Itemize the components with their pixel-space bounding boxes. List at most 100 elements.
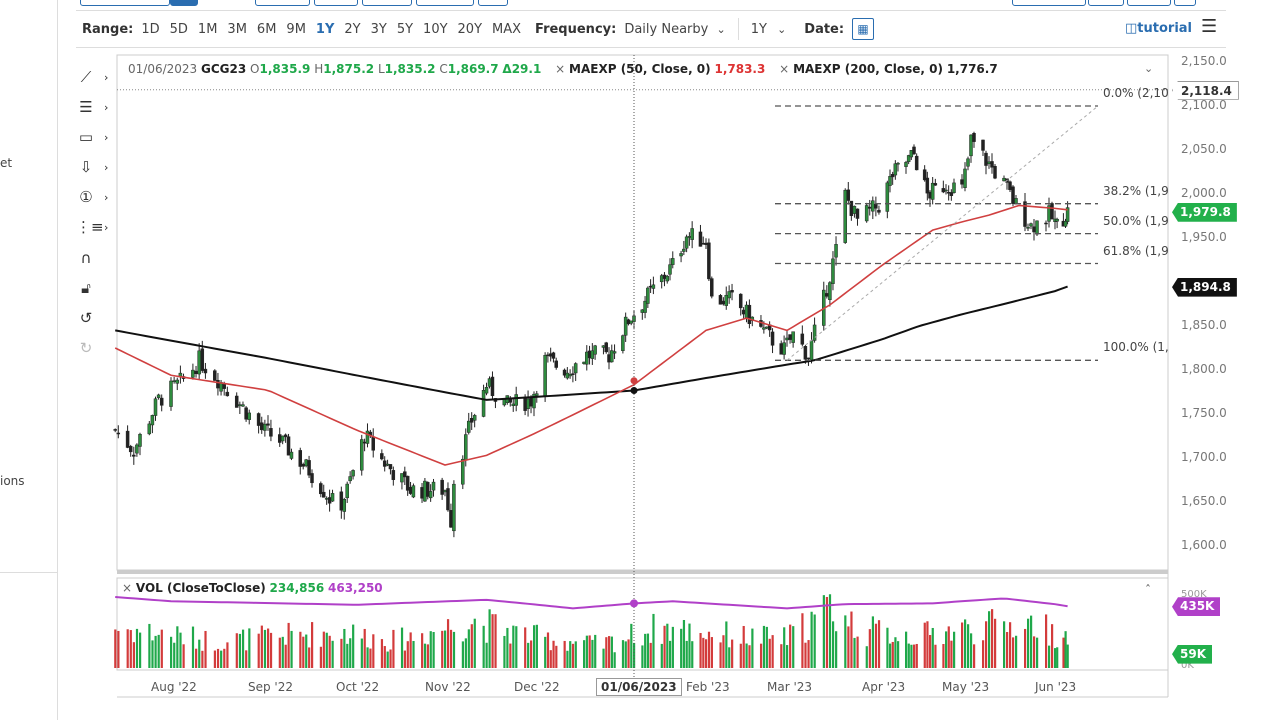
top-button[interactable] xyxy=(362,0,412,6)
candle xyxy=(310,473,314,484)
sidebar-fragment[interactable]: ions xyxy=(0,474,25,488)
top-button[interactable] xyxy=(1127,0,1171,6)
range-3y[interactable]: 3Y xyxy=(370,21,387,37)
shape-tool-button[interactable]: ▭ › xyxy=(76,126,116,148)
range-5y[interactable]: 5Y xyxy=(396,21,414,37)
line-tool-button[interactable]: ⟋ › xyxy=(76,66,116,88)
volume-bar xyxy=(722,635,725,668)
volume-bar xyxy=(877,620,881,668)
range-1m[interactable]: 1M xyxy=(197,21,218,37)
candle xyxy=(135,444,139,454)
top-button[interactable] xyxy=(1174,0,1196,6)
candle xyxy=(466,420,471,433)
candle xyxy=(1050,203,1054,220)
candle xyxy=(147,423,152,435)
volume-bar xyxy=(444,630,447,668)
volume-bar xyxy=(328,635,331,668)
remove-indicator-icon[interactable]: × xyxy=(555,62,566,76)
volume-bar xyxy=(284,644,287,668)
y-tick-label: 1,650.0 xyxy=(1181,494,1227,508)
lock-button[interactable]: 🔓︎ xyxy=(76,277,116,299)
fib-tool-button[interactable]: ⋮≡ › xyxy=(76,216,116,238)
volume-bar xyxy=(226,642,229,668)
range-6m[interactable]: 6M xyxy=(256,21,277,37)
text-tool-button[interactable]: ☰ › xyxy=(76,96,116,118)
volume-bar xyxy=(569,641,572,668)
number-tool-button[interactable]: ① › xyxy=(76,186,116,208)
volume-bar xyxy=(287,622,290,668)
volume-bar xyxy=(319,646,322,668)
volume-bar xyxy=(702,637,705,668)
volume-bar xyxy=(889,643,892,668)
period-select[interactable]: 1Y ⌄ xyxy=(751,22,787,37)
undo-button[interactable]: ↺ xyxy=(76,307,116,329)
volume-bar xyxy=(235,633,238,668)
remove-indicator-icon[interactable]: × xyxy=(779,62,790,76)
volume-bar xyxy=(154,635,157,668)
candle xyxy=(543,355,547,397)
top-button[interactable] xyxy=(255,0,310,6)
range-1d[interactable]: 1D xyxy=(141,21,160,37)
range-20y[interactable]: 20Y xyxy=(457,21,483,37)
range-1y[interactable]: 1Y xyxy=(315,21,335,37)
range-5d[interactable]: 5D xyxy=(169,21,188,37)
crosshair-date-tag: 01/06/2023 xyxy=(596,678,682,696)
volume-bar xyxy=(409,632,412,668)
candle xyxy=(800,333,805,345)
volume-bar xyxy=(970,633,973,668)
candle xyxy=(554,360,558,368)
volume-bar xyxy=(728,647,731,668)
volume-bar xyxy=(386,651,389,668)
candle xyxy=(573,363,578,374)
top-button[interactable] xyxy=(416,0,474,6)
top-button[interactable] xyxy=(478,0,508,6)
volume-bar xyxy=(810,611,813,668)
candle xyxy=(721,300,726,305)
candle xyxy=(175,379,180,384)
candle xyxy=(411,485,416,498)
tutorial-link[interactable]: ◫tutorial xyxy=(1125,21,1192,36)
volume-bar xyxy=(406,641,409,668)
frequency-select[interactable]: Daily Nearby ⌄ xyxy=(624,22,725,37)
range-3m[interactable]: 3M xyxy=(227,21,247,37)
candle xyxy=(324,498,329,500)
volume-bar xyxy=(248,628,251,668)
range-toolbar: Range: 1D 5D 1M 3M 6M 9M 1Y 2Y 3Y 5Y 10Y 20Y MAX Fre… xyxy=(82,18,875,40)
candle xyxy=(828,282,832,301)
collapse-panel-icon[interactable]: ˆ xyxy=(1145,583,1151,597)
candle xyxy=(156,394,161,398)
top-button[interactable] xyxy=(80,0,170,6)
volume-bar xyxy=(897,641,900,668)
arrow-tool-button[interactable]: ⇩ › xyxy=(76,156,116,178)
candle xyxy=(362,441,367,444)
range-2y[interactable]: 2Y xyxy=(344,21,361,37)
magnet-button[interactable]: ∩ xyxy=(76,247,116,269)
top-button[interactable] xyxy=(1088,0,1124,6)
candle xyxy=(128,446,133,453)
volume-bar xyxy=(322,631,325,668)
range-10y[interactable]: 10Y xyxy=(423,21,448,37)
volume-bar xyxy=(198,639,201,668)
candle xyxy=(843,189,847,243)
top-button[interactable] xyxy=(1012,0,1086,6)
top-button[interactable] xyxy=(170,0,198,6)
volume-bar xyxy=(302,636,305,668)
candle xyxy=(426,482,430,497)
range-9m[interactable]: 9M xyxy=(286,21,306,37)
candle xyxy=(277,434,282,443)
menu-icon[interactable]: ☰ xyxy=(1201,16,1218,37)
x-tick-label: Aug '22 xyxy=(151,680,197,694)
chevron-right-icon: › xyxy=(104,190,109,204)
volume-bar xyxy=(822,595,825,668)
candle xyxy=(966,158,970,167)
candle xyxy=(269,428,273,437)
range-max[interactable]: MAX xyxy=(492,21,522,37)
redo-button[interactable]: ↻ xyxy=(76,337,116,359)
remove-indicator-icon[interactable]: × xyxy=(122,581,133,595)
candle xyxy=(449,510,453,528)
top-button[interactable] xyxy=(314,0,358,6)
collapse-legend-icon[interactable]: ⌄ xyxy=(1144,62,1154,75)
calendar-icon[interactable]: ▦ xyxy=(852,18,875,40)
sidebar-fragment[interactable]: et xyxy=(0,156,13,170)
